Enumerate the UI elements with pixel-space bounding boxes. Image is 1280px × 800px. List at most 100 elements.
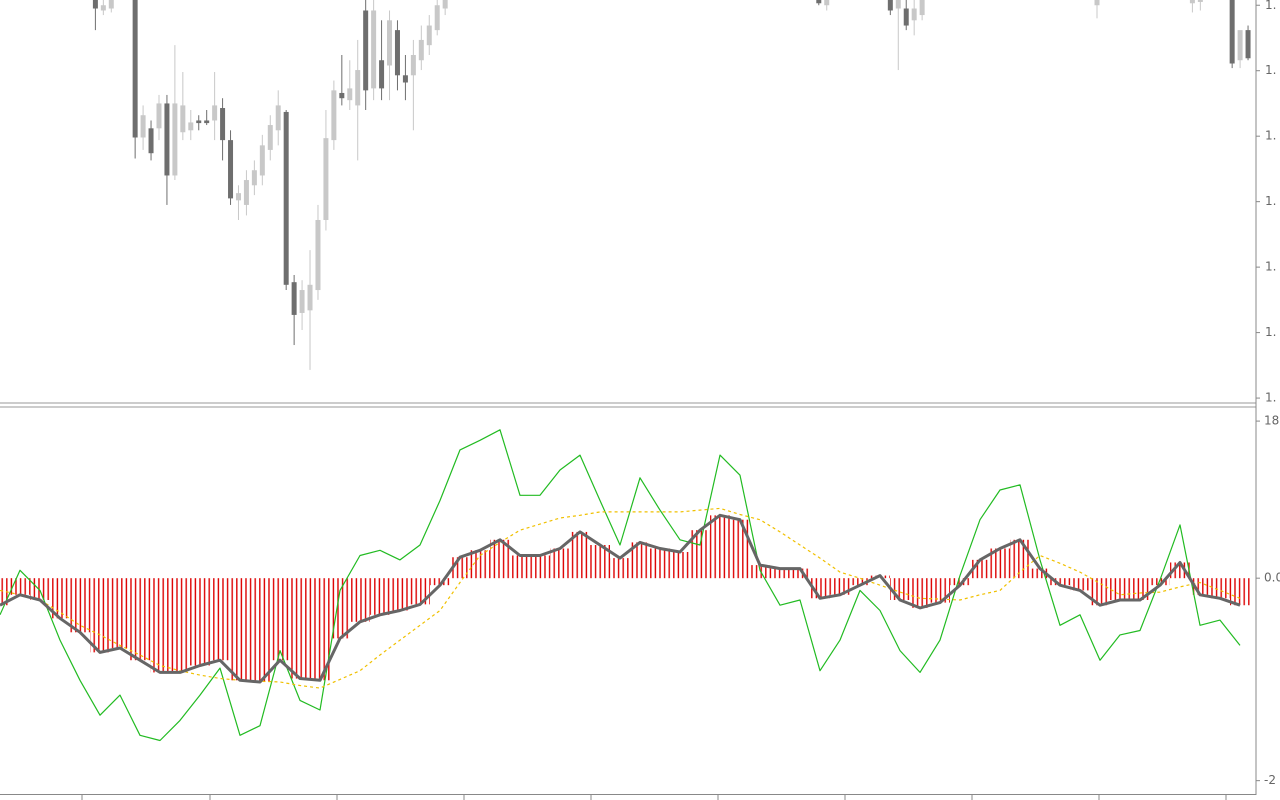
indicator-line [0, 429, 1241, 742]
indicator-pane[interactable]: 18 0.0 -2 [0, 414, 1280, 788]
candle-body [92, 0, 98, 9]
histogram-bar [550, 548, 570, 579]
histogram-bar [1110, 578, 1130, 600]
histogram-bar [470, 550, 490, 579]
histogram-bar [510, 555, 530, 579]
candle-body [299, 290, 305, 313]
price-pane[interactable]: 1. 1. 1. 1. 1. 1. 1. [92, 0, 1277, 405]
histogram-bar [30, 578, 50, 600]
y-tick-label: -2 [1264, 773, 1276, 787]
candle-body [394, 30, 400, 76]
y-tick-label: 1. [1265, 194, 1276, 208]
histogram-bar [430, 578, 450, 586]
candle-body [911, 8, 917, 21]
y-tick-label: 0.0 [1264, 571, 1280, 585]
candle-body [339, 92, 345, 99]
candle-body [132, 0, 138, 138]
candle-body [903, 8, 909, 26]
candle-body [895, 0, 901, 9]
histogram-bar [210, 578, 230, 661]
candle-body [251, 170, 257, 186]
histogram-bar [590, 545, 610, 579]
histogram-bar [1010, 539, 1030, 579]
time-ticks [81, 794, 1227, 800]
histogram-bar [1150, 578, 1170, 586]
histogram-bar [1090, 578, 1110, 606]
histogram-bar [1230, 578, 1250, 606]
histogram-bar [850, 578, 870, 586]
candle-body [291, 282, 297, 315]
candle-body [331, 90, 337, 141]
candle-body [887, 0, 893, 11]
candle-body [379, 60, 385, 89]
candle-body [371, 10, 377, 89]
candle-body [1094, 0, 1100, 6]
candle-body [212, 105, 218, 121]
candle-body [100, 5, 106, 11]
candle-body [919, 0, 925, 16]
histogram-bar [390, 578, 410, 611]
candle-body [1229, 0, 1235, 64]
candle-body [275, 105, 281, 131]
histogram-bar [230, 578, 250, 681]
candle-body [1189, 0, 1195, 4]
candle-body [418, 39, 424, 61]
histogram-bar [190, 578, 210, 666]
histogram-bar [150, 578, 170, 673]
histogram-bar [770, 568, 790, 579]
candle-body [315, 219, 321, 291]
candle-body [307, 284, 313, 311]
histogram-bar [1130, 578, 1150, 600]
y-tick-label: 1. [1265, 129, 1276, 143]
y-tick-label: 1. [1265, 63, 1276, 77]
y-tick-label: 1. [1265, 325, 1276, 339]
histogram-bar [910, 578, 930, 608]
candle-body [347, 88, 353, 101]
histogram-bar [310, 578, 330, 681]
candle-body [156, 103, 162, 129]
histogram-bar [830, 578, 850, 595]
y-tick-label: 1. [1265, 391, 1276, 405]
candle-body [172, 103, 178, 176]
candle-body [235, 193, 241, 201]
histogram-bar [490, 539, 510, 579]
candle-body [1245, 30, 1251, 59]
histogram-bar [270, 578, 290, 661]
histogram-bar [950, 578, 970, 586]
histogram-bar [110, 578, 130, 648]
histogram-bar [290, 578, 310, 679]
histogram-bar [0, 578, 10, 606]
histogram-bar [890, 578, 910, 600]
candle-body [355, 70, 361, 106]
histogram-bar [670, 552, 690, 579]
y-tick-label: 1. [1265, 260, 1276, 274]
candle-body [402, 75, 408, 83]
histogram-bar [1210, 578, 1230, 599]
histogram-bar [610, 558, 630, 579]
candle-body [259, 145, 265, 176]
histogram-bar [1030, 568, 1050, 579]
candle-body [243, 180, 249, 205]
histogram-bar [1050, 578, 1070, 586]
candle-body [220, 108, 226, 141]
histogram-bar [410, 578, 430, 605]
candle-body [426, 25, 432, 46]
histogram-bar [70, 578, 90, 633]
candle-body [442, 0, 448, 9]
histogram-bar [570, 531, 590, 579]
histogram-bar [630, 542, 650, 579]
histogram-bar [1190, 578, 1210, 595]
candle-body [1237, 30, 1243, 61]
candle-body [323, 138, 329, 220]
candle-body [108, 0, 114, 9]
histogram-bar [690, 530, 710, 579]
histogram-bar [530, 555, 550, 579]
histogram-bar [250, 578, 270, 683]
candle-body [410, 54, 416, 76]
candle-body [188, 122, 194, 131]
histogram-bar [990, 548, 1010, 579]
candle-body [816, 0, 822, 4]
candle-body [180, 105, 186, 133]
histogram-bar [730, 519, 750, 579]
